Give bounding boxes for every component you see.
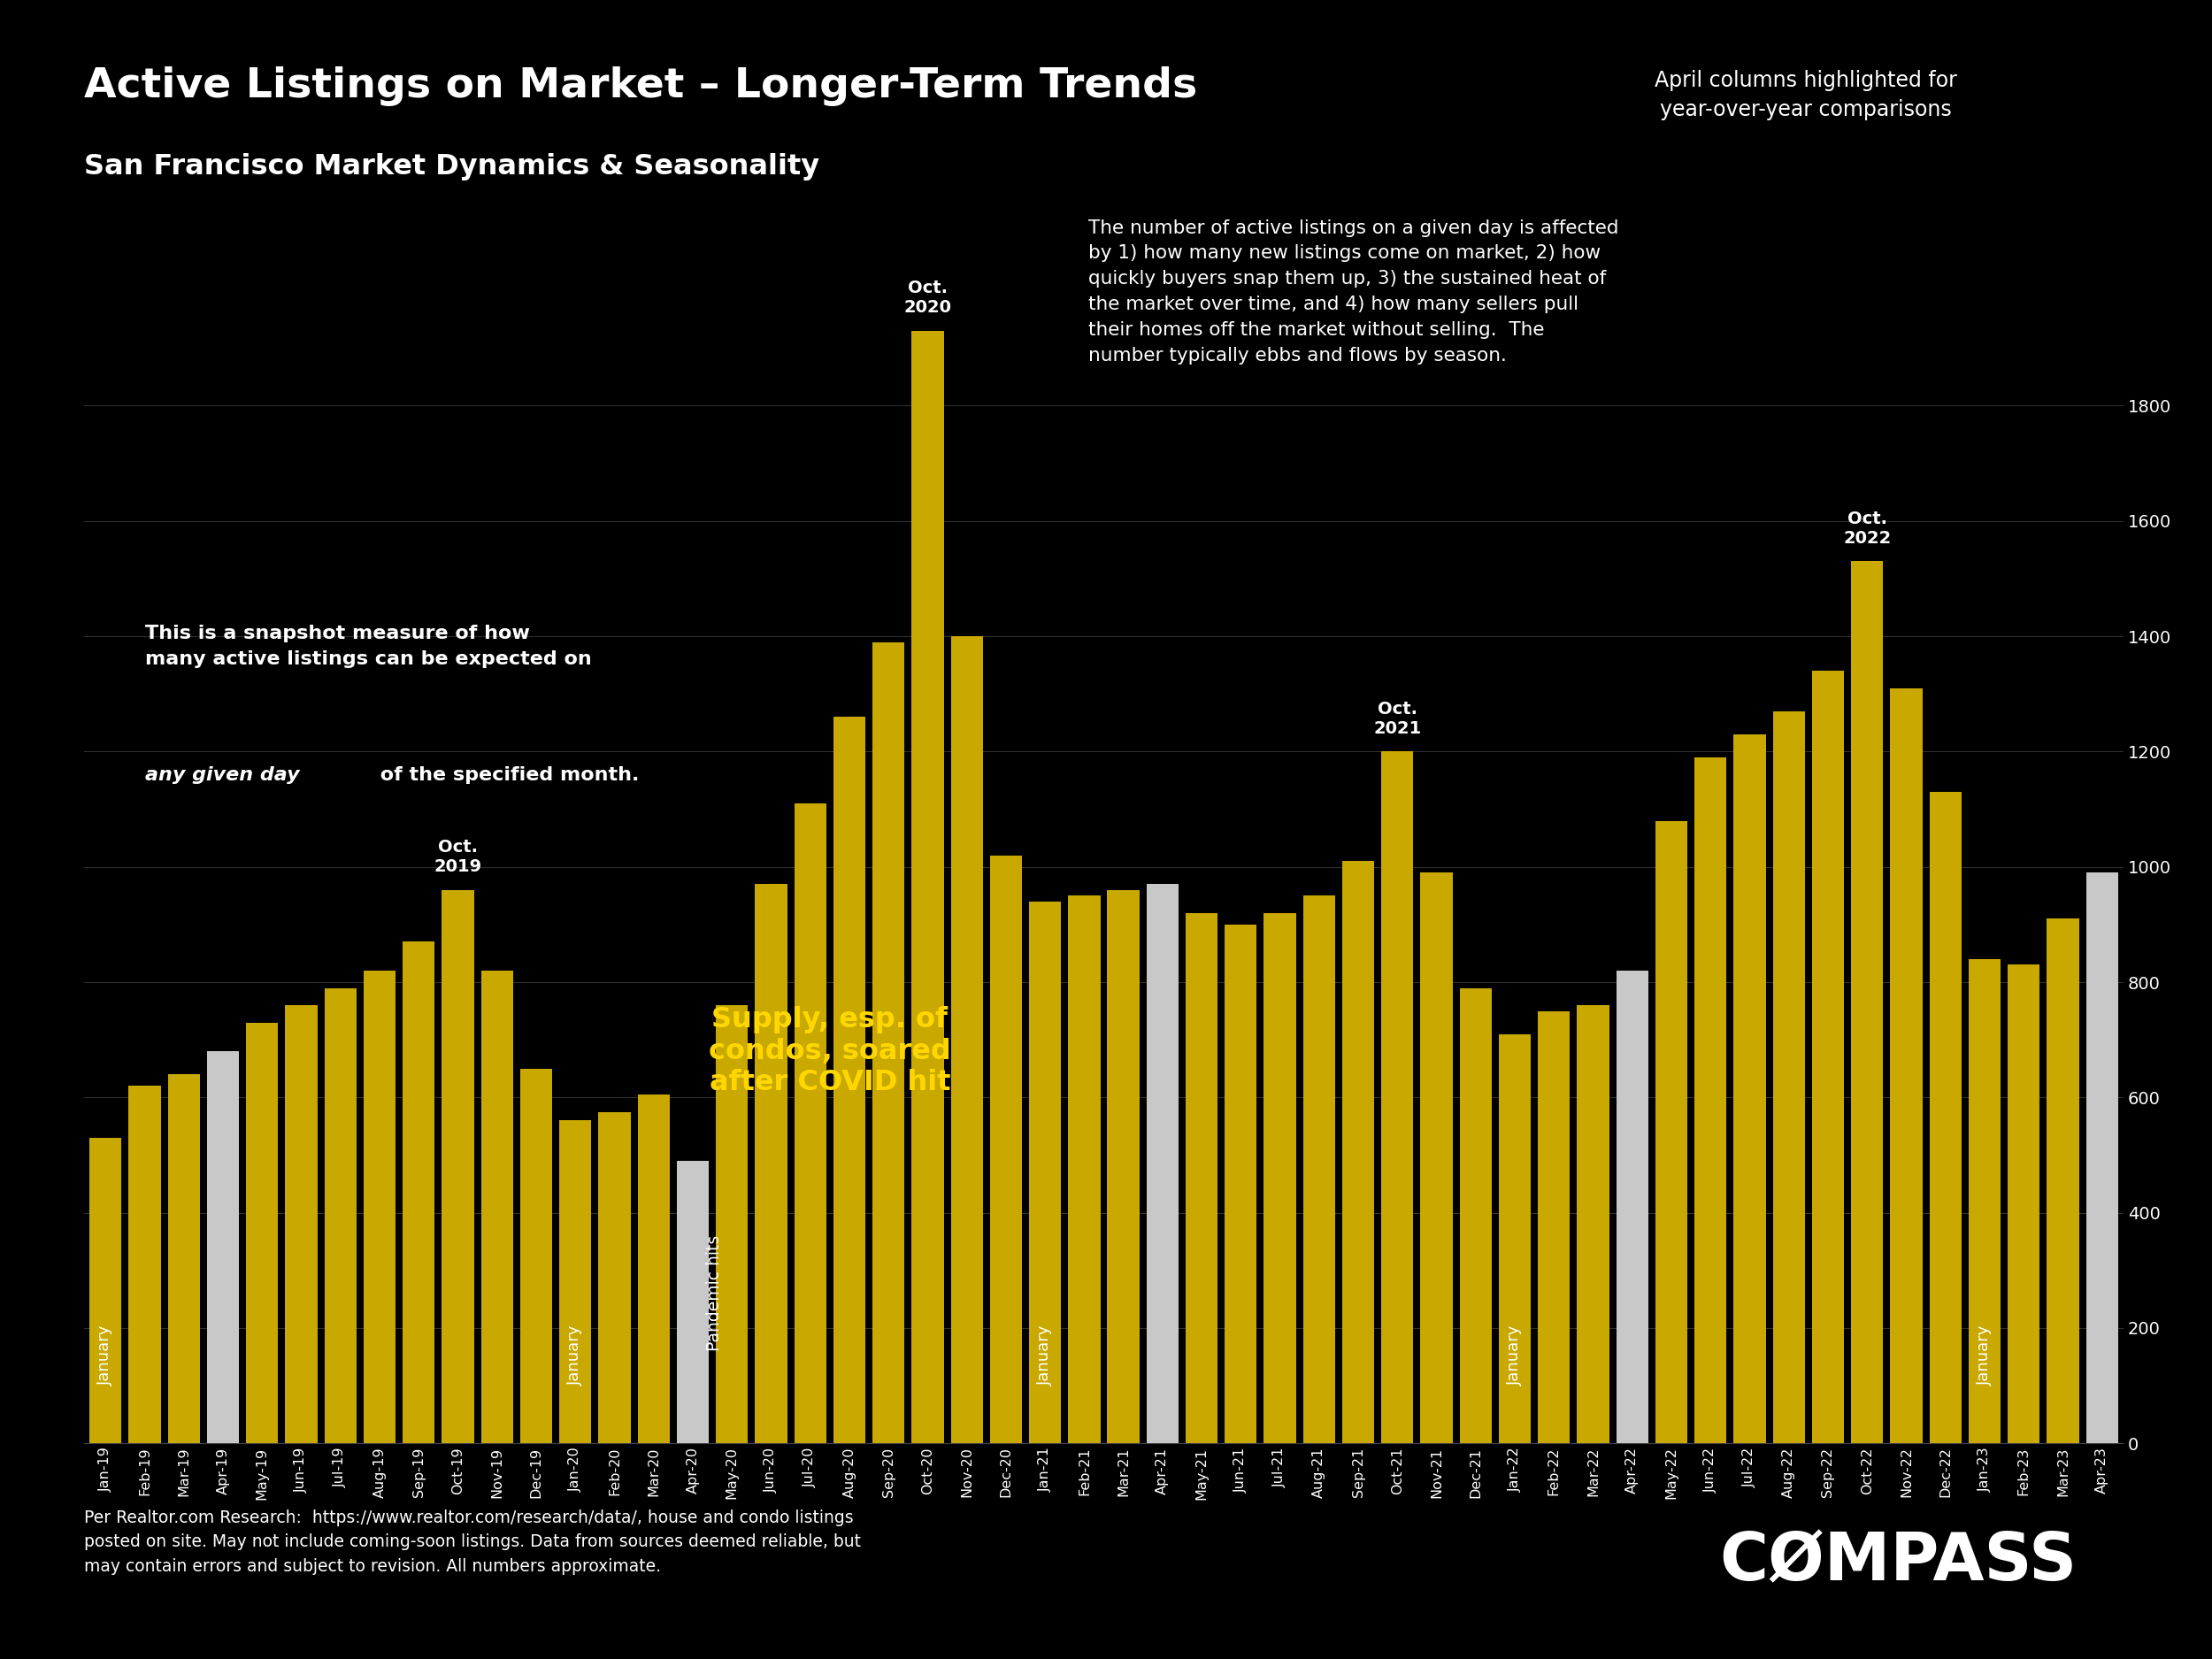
Text: Oct.
2020: Oct. 2020 — [905, 280, 951, 317]
Bar — [991, 856, 1022, 1443]
Bar — [1303, 896, 1336, 1443]
Bar — [1537, 1010, 1571, 1443]
Text: Oct.
2022: Oct. 2022 — [1843, 511, 1891, 547]
Bar — [1225, 924, 1256, 1443]
Bar — [1186, 912, 1217, 1443]
Bar — [911, 330, 945, 1443]
Text: Active Listings on Market – Longer-Term Trends: Active Listings on Market – Longer-Term … — [84, 66, 1197, 106]
Bar — [2046, 919, 2079, 1443]
Bar — [325, 987, 356, 1443]
Bar — [1734, 735, 1765, 1443]
Bar — [1343, 861, 1374, 1443]
Bar — [637, 1095, 670, 1443]
Bar — [2008, 966, 2039, 1443]
Bar — [168, 1075, 199, 1443]
Bar — [1772, 712, 1805, 1443]
Bar — [1068, 896, 1099, 1443]
Bar — [1029, 901, 1062, 1443]
Text: San Francisco Market Dynamics & Seasonality: San Francisco Market Dynamics & Seasonal… — [84, 153, 818, 181]
Text: January: January — [1978, 1326, 1993, 1385]
Text: Supply, esp. of
condos, soared
after COVID hit: Supply, esp. of condos, soared after COV… — [708, 1005, 951, 1097]
Bar — [1420, 873, 1453, 1443]
Bar — [285, 1005, 316, 1443]
Bar — [1460, 987, 1491, 1443]
Text: January: January — [566, 1326, 584, 1385]
Text: April columns highlighted for
year-over-year comparisons: April columns highlighted for year-over-… — [1655, 70, 1958, 121]
Bar — [1694, 757, 1728, 1443]
Text: Oct.
2021: Oct. 2021 — [1374, 700, 1422, 737]
Bar — [1812, 670, 1845, 1443]
Text: January: January — [1506, 1326, 1522, 1385]
Bar — [834, 717, 865, 1443]
Bar — [599, 1112, 630, 1443]
Bar — [246, 1022, 279, 1443]
Bar — [1500, 1034, 1531, 1443]
Bar — [128, 1087, 161, 1443]
Text: any given day: any given day — [144, 766, 299, 783]
Bar — [88, 1138, 122, 1443]
Bar — [403, 942, 436, 1443]
Bar — [677, 1161, 708, 1443]
Bar — [1891, 688, 1922, 1443]
Bar — [1969, 959, 2000, 1443]
Bar — [480, 971, 513, 1443]
Bar — [2086, 873, 2119, 1443]
Text: Per Realtor.com Research:  https://www.realtor.com/research/data/, house and con: Per Realtor.com Research: https://www.re… — [84, 1510, 860, 1574]
Bar — [872, 642, 905, 1443]
Bar — [1108, 889, 1139, 1443]
Bar — [1617, 971, 1648, 1443]
Text: of the specified month.: of the specified month. — [374, 766, 639, 783]
Text: January: January — [1037, 1326, 1053, 1385]
Bar — [951, 635, 982, 1443]
Bar — [363, 971, 396, 1443]
Text: Oct.
2019: Oct. 2019 — [434, 839, 482, 876]
Bar — [520, 1068, 553, 1443]
Bar — [1577, 1005, 1608, 1443]
Text: The number of active listings on a given day is affected
by 1) how many new list: The number of active listings on a given… — [1088, 219, 1619, 363]
Bar — [754, 884, 787, 1443]
Bar — [1146, 884, 1179, 1443]
Bar — [1380, 752, 1413, 1443]
Bar — [1655, 821, 1688, 1443]
Bar — [442, 889, 473, 1443]
Bar — [1851, 561, 1882, 1443]
Bar — [1263, 912, 1296, 1443]
Bar — [717, 1005, 748, 1443]
Bar — [560, 1120, 591, 1443]
Bar — [208, 1052, 239, 1443]
Bar — [1929, 791, 1962, 1443]
Text: CØMPASS: CØMPASS — [1719, 1531, 2077, 1594]
Text: January: January — [97, 1326, 113, 1385]
Bar — [794, 803, 827, 1443]
Text: Pandemic hits: Pandemic hits — [706, 1234, 723, 1350]
Text: This is a snapshot measure of how
many active listings can be expected on: This is a snapshot measure of how many a… — [144, 625, 591, 669]
